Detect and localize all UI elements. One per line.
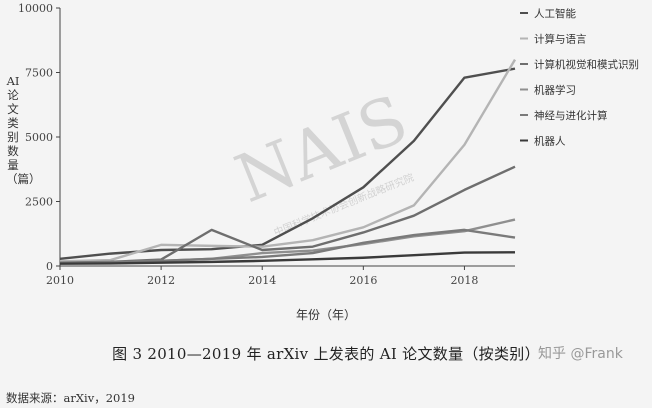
legend-label: 机器学习 [534,84,576,97]
y-tick-label: 2500 [25,196,53,209]
legend-label: 人工智能 [534,7,576,20]
legend-label: 计算机视觉和模式识别 [534,58,639,71]
legend-label: 计算与语言 [534,33,587,46]
series-line-5 [59,228,516,265]
chart-series [59,58,517,265]
x-tick-label: 2014 [248,274,276,287]
y-tick-label: 10000 [18,2,53,15]
y-tick-label: 0 [46,260,53,273]
figure-caption: 图 3 2010—2019 年 arXiv 上发表的 AI 论文数量（按类别） [112,345,540,363]
x-axis-label: 年份（年） [295,308,356,322]
y-tick-label: 5000 [25,131,53,144]
x-tick-label: 2012 [147,274,175,287]
zhihu-watermark: 知乎 @Frank [538,346,623,362]
legend-label: 机器人 [534,135,566,148]
y-tick-label: 7500 [25,67,53,80]
watermark-main-text: NAIS [225,80,418,218]
x-tick-label: 2018 [450,274,478,287]
chart-axes: 0 2500 5000 7500 10000 2010 2012 2014 2016 2018 [18,2,515,287]
y-axis-label: AI论文类别数量（篇） [6,74,41,186]
legend-label: 神经与进化计算 [534,109,608,122]
x-tick-label: 2010 [46,274,74,287]
series-line-2 [59,58,517,263]
x-tick-label: 2016 [349,274,377,287]
series-line-6 [59,251,516,265]
data-source: 数据来源：arXiv，2019 [6,391,135,405]
